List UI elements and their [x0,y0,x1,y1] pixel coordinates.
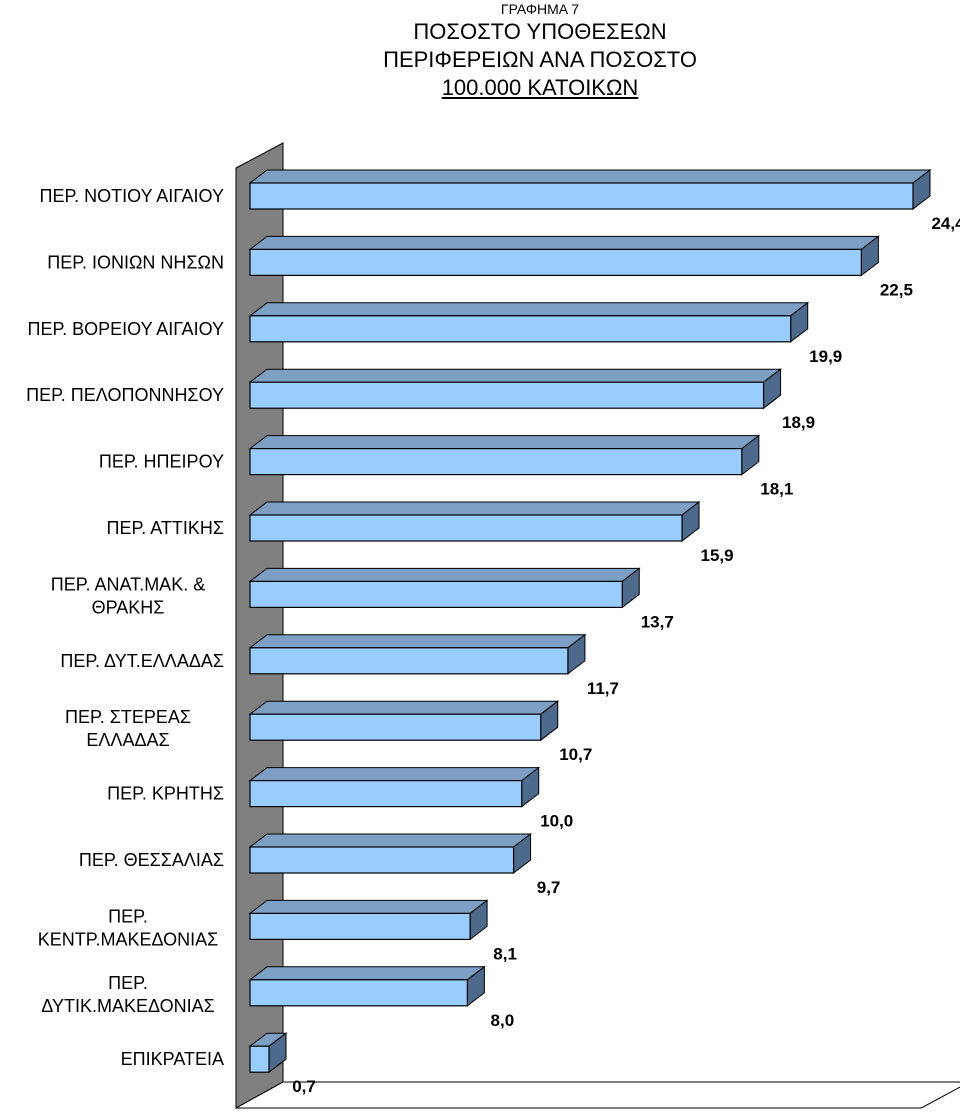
category-label: ΠΕΡ. [108,973,148,993]
category-label: ΠΕΡ. ΘΕΣΣΑΛΙΑΣ [79,850,224,870]
value-label: 0,7 [292,1077,316,1096]
chart-number: ΓΡΑΦΗΜΑ 7 [500,1,580,17]
bar [249,514,683,542]
value-label: 10,0 [540,812,573,831]
bar-top-face [248,899,489,914]
value-label: 19,9 [809,347,842,366]
bar [249,713,542,741]
bar-top-face [248,567,641,582]
category-label: ΚΕΝΤΡ.ΜΑΚΕΔΟΝΙΑΣ [38,929,219,949]
back-wall [235,142,284,1109]
value-label: 22,5 [880,280,913,299]
category-label: ΕΛΛΑΔΑΣ [86,730,169,750]
bar [249,381,765,409]
category-label: ΠΕΡ. ΗΠΕΙΡΟΥ [99,452,224,472]
category-label: ΠΕΡ. ΝΟΤΙΟΥ ΑΙΓΑΙΟΥ [39,186,224,206]
bar [249,315,792,343]
bar [249,979,468,1007]
category-labels: ΠΕΡ. ΝΟΤΙΟΥ ΑΙΓΑΙΟΥ ΠΕΡ. ΙΟΝΙΩΝ ΝΗΣΩΝ ΠΕΡ.… [26,186,224,1069]
bar [249,779,523,808]
bar [249,448,743,476]
bar-top-face [248,368,783,383]
bar-top-face [248,767,541,782]
bar-top-face [248,700,560,715]
bar-top-face [248,966,486,981]
bar-top-face [248,302,810,317]
category-label: ΕΠΙΚΡΑΤΕΙΑ [121,1049,224,1069]
bar-top-face [248,501,701,516]
chart-title-line-2: ΠΕΡΙΦΕΡΕΙΩΝ ΑΝΑ ΠΟΣΟΣΤΟ [383,47,697,72]
value-label: 9,7 [537,878,561,897]
category-label: ΔΥΤΙΚ.ΜΑΚΕΔΟΝΙΑΣ [41,996,215,1016]
value-label: 8,1 [493,944,517,963]
bar [249,846,515,874]
bar [249,912,471,941]
value-label: 8,0 [491,1011,515,1030]
chart-title-line-3: 100.000 ΚΑΤΟΙΚΩΝ [441,75,639,100]
value-label: 11,7 [587,679,619,698]
value-label: 18,1 [760,480,793,499]
bar [249,647,569,675]
bar [249,580,623,609]
bar-top-face [248,235,880,250]
category-label: ΠΕΡ. ΔΥΤ.ΕΛΛΑΔΑΣ [60,651,224,671]
category-label: ΠΕΡ. [108,906,148,926]
chart-title-line-1: ΠΟΣΟΣΤΟ ΥΠΟΘΕΣΕΩΝ [413,19,667,44]
category-label: ΠΕΡ. ΑΝΑΤ.ΜΑΚ. & [51,574,205,594]
bar-top-face [248,634,587,649]
bars [248,168,932,1074]
category-label: ΘΡΑΚΗΣ [92,597,165,617]
bar-top-face [248,833,533,848]
bar-top-face [248,169,932,184]
category-label: ΠΕΡ. ΠΕΛΟΠΟΝΝΗΣΟΥ [26,385,224,405]
bar [249,182,914,210]
bar-top-face [248,435,761,450]
chart-walls [235,142,960,1109]
category-label: ΠΕΡ. ΙΟΝΙΩΝ ΝΗΣΩΝ [47,252,224,272]
floor [235,1081,960,1109]
value-label: 10,7 [559,745,592,764]
value-label: 13,7 [641,612,674,631]
category-label: ΠΕΡ. ΑΤΤΙΚΗΣ [106,518,224,538]
value-label: 15,9 [700,546,733,565]
category-label: ΠΕΡ. ΚΡΗΤΗΣ [107,784,224,804]
value-label: 18,9 [782,413,815,432]
value-labels: 24,4 22,5 19,9 18,9 18,1 15,9 13,7 11,7 10,7 10,0… [292,214,960,1096]
category-label: ΠΕΡ. ΒΟΡΕΙΟΥ ΑΙΓΑΙΟΥ [27,319,224,339]
bar [249,1045,270,1073]
value-label: 24,4 [931,214,960,233]
bar [249,248,862,276]
category-label: ΠΕΡ. ΣΤΕΡΕΑΣ [65,707,191,727]
chart-title-block: ΓΡΑΦΗΜΑ 7 ΠΟΣΟΣΤΟ ΥΠΟΘΕΣΕΩΝ ΠΕΡΙΦΕΡΕΙΩΝ … [0,0,960,102]
